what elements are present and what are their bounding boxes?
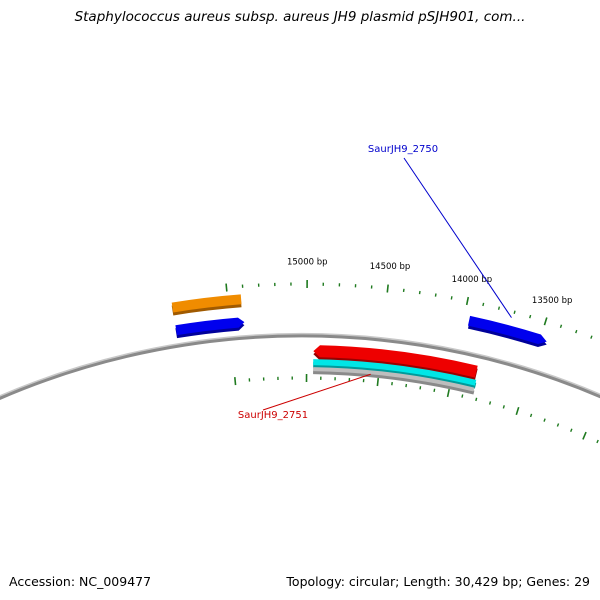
gene-label-forward[interactable]: SaurJH9_2750 (368, 144, 438, 155)
major-tick (225, 283, 228, 292)
minor-tick (556, 423, 560, 427)
gene-label-reverse[interactable]: SaurJH9_2751 (238, 410, 308, 421)
map-title: Staphylococcus aureus subsp. aureus JH9 … (74, 9, 526, 25)
major-tick (234, 377, 237, 386)
minor-tick (596, 439, 599, 444)
plasmid-backbone (0, 333, 600, 401)
gene-arrow-reverse[interactable] (313, 345, 478, 378)
gene-leader-line (262, 373, 371, 411)
minor-tick (590, 335, 593, 339)
tick-label: 14000 bp (452, 275, 493, 285)
minor-tick (434, 293, 437, 297)
gene-arrow-forward[interactable] (467, 315, 547, 345)
gene-arrow-forward-left[interactable] (175, 317, 245, 336)
major-tick (376, 377, 380, 387)
tick-label: 15000 bp (287, 258, 328, 268)
cyan-feature[interactable] (313, 359, 477, 386)
inner-tick-ring (234, 374, 599, 444)
minor-tick (502, 405, 505, 409)
major-tick (515, 406, 520, 416)
minor-tick (543, 418, 546, 422)
minor-tick (575, 329, 578, 334)
minor-tick (461, 394, 464, 398)
minor-tick (529, 314, 532, 319)
minor-tick (475, 397, 478, 402)
accession-text: Accession: NC_009477 (9, 574, 152, 589)
minor-tick (482, 302, 485, 307)
backbone-shadow (0, 333, 600, 400)
gray-feature[interactable] (313, 367, 475, 392)
cyan-feature-shadow (313, 362, 477, 389)
tick-label: 14500 bp (370, 262, 411, 272)
major-tick (582, 431, 587, 440)
minor-tick (570, 428, 573, 432)
minor-tick (488, 401, 492, 405)
major-tick (543, 317, 548, 326)
tick-label: 13500 bp (532, 296, 573, 306)
major-tick (465, 296, 470, 306)
gray-feature-shadow (313, 370, 475, 395)
minor-tick (529, 413, 533, 418)
major-tick (446, 388, 450, 398)
topology-text: Topology: circular; Length: 30,429 bp; G… (286, 574, 590, 589)
minor-tick (450, 296, 453, 300)
gene-leader-line (403, 157, 512, 318)
orange-feature[interactable] (171, 294, 242, 313)
minor-tick (433, 388, 436, 392)
gene-label-group: SaurJH9_2750 SaurJH9_2751 (238, 144, 512, 421)
minor-tick (419, 386, 422, 390)
backbone-line (0, 334, 600, 401)
outer-tick-ring (225, 280, 593, 339)
minor-tick (497, 306, 501, 310)
minor-tick (513, 310, 516, 314)
feature-track (171, 294, 547, 395)
minor-tick (559, 324, 563, 329)
major-tick (386, 284, 389, 293)
